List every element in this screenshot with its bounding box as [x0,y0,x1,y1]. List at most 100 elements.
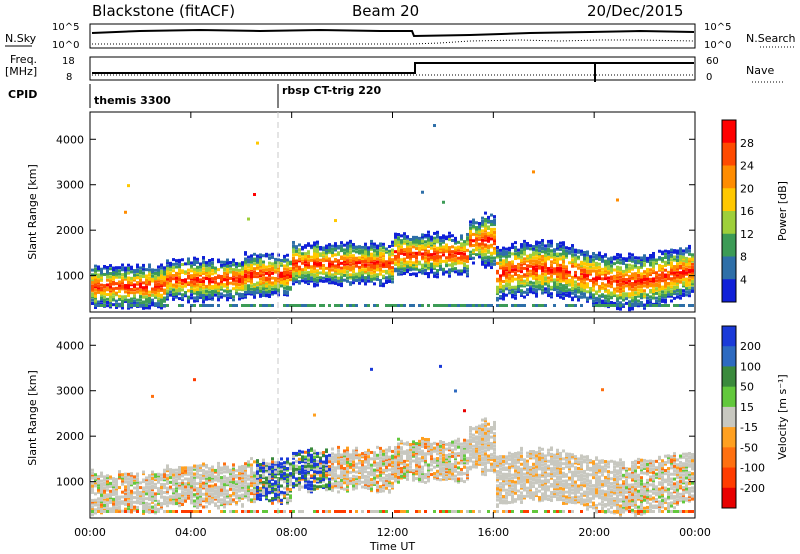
data-cell [439,256,442,260]
data-cell [529,253,532,257]
data-cell [592,277,595,281]
data-cell [442,272,445,276]
data-cell [103,290,106,294]
data-cell [319,252,322,256]
data-cell [337,304,340,307]
data-cell [487,262,490,266]
data-cell [223,502,226,506]
data-cell [178,467,181,471]
data-cell [571,279,574,283]
data-cell [385,247,388,251]
data-cell [253,474,256,478]
data-cell [136,472,139,476]
data-cell [460,258,463,262]
data-cell [643,263,646,267]
data-cell [214,476,217,480]
data-cell [358,281,361,285]
data-cell [580,304,583,307]
data-cell [121,477,124,481]
data-cell [220,281,223,285]
data-cell [166,481,169,485]
data-cell [301,304,304,307]
data-cell [682,257,685,261]
data-cell [127,491,130,495]
data-cell [253,489,256,493]
data-cell [109,494,112,498]
data-cell [250,292,253,296]
data-cell [238,467,241,471]
data-cell [316,278,319,282]
data-cell [394,262,397,266]
data-cell [427,273,430,277]
data-cell [403,248,406,252]
data-cell [475,241,478,245]
data-cell [544,260,547,264]
data-cell [592,283,595,287]
data-cell [622,271,625,275]
data-cell [178,277,181,281]
data-cell [151,500,154,504]
data-cell [109,287,112,291]
data-cell [643,305,646,309]
data-cell [271,485,274,489]
data-cell [532,291,535,295]
data-cell [214,478,217,482]
data-cell [634,295,637,299]
data-cell [613,276,616,280]
data-cell [145,296,148,300]
data-cell [160,484,163,488]
data-cell [349,266,352,270]
data-cell [274,491,277,495]
data-cell [529,272,532,276]
data-cell [250,271,253,275]
data-cell [103,486,106,490]
data-cell [451,254,454,258]
data-cell [595,266,598,270]
data-cell [523,244,526,248]
data-cell [571,264,574,268]
data-cell [136,483,139,487]
data-cell [457,304,460,307]
data-cell [514,247,517,251]
data-cell [304,253,307,257]
data-cell [280,262,283,266]
data-cell [142,287,145,291]
data-cell [265,481,268,485]
data-cell [169,261,172,265]
data-cell [373,255,376,259]
data-cell [274,261,277,265]
data-cell [619,283,622,287]
data-cell [175,289,178,293]
data-cell [208,304,211,307]
data-cell [520,293,523,297]
data-cell [148,496,151,500]
data-cell [412,272,415,276]
data-cell [112,480,115,484]
data-cell [307,262,310,266]
data-cell [238,292,241,296]
data-cell [424,272,427,276]
data-cell [178,268,181,272]
data-cell [514,304,517,307]
data-cell [187,282,190,286]
data-cell [328,279,331,283]
data-cell [109,496,112,500]
data-cell [679,260,682,264]
data-cell [253,485,256,489]
data-cell [685,260,688,264]
data-cell [142,306,145,310]
data-cell [259,290,262,294]
data-cell [247,474,250,478]
data-cell [274,473,277,477]
data-cell [268,462,271,466]
data-cell [478,244,481,248]
data-cell [169,472,172,476]
data-cell [220,490,223,494]
data-cell [307,264,310,268]
data-cell [205,262,208,266]
data-cell [148,485,151,489]
data-cell [103,505,106,509]
data-cell [466,272,469,276]
data-cell [226,489,229,493]
data-cell [388,272,391,276]
